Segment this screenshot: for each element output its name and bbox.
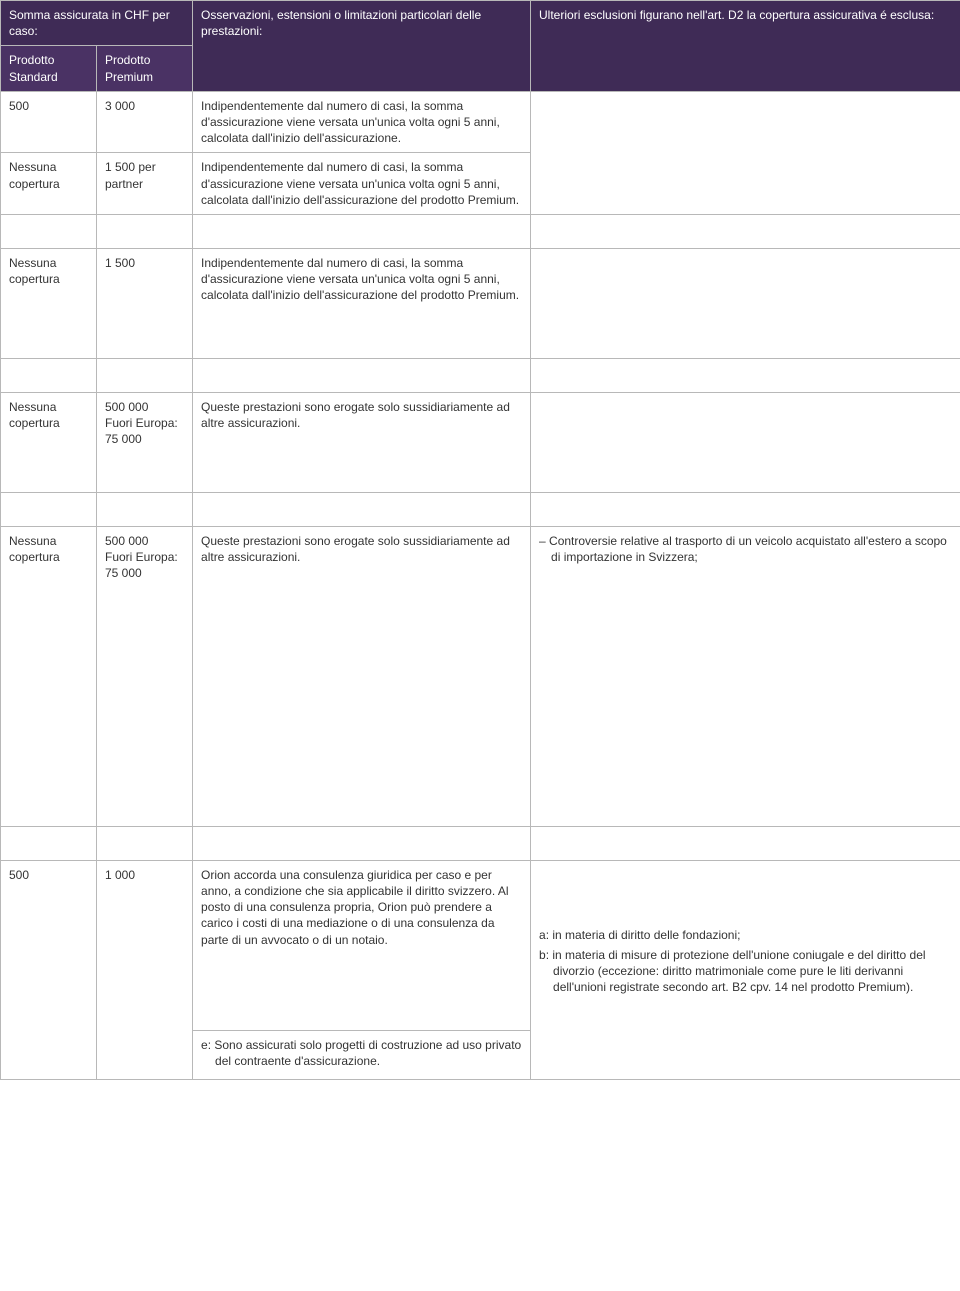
- cell-standard: Nessuna copertura: [1, 153, 97, 215]
- cell-observations-e: e: Sono assicurati solo progetti di cost…: [193, 1030, 531, 1079]
- cell-standard: Nessuna copertura: [1, 248, 97, 358]
- section-gap: [1, 214, 960, 248]
- cell-observations: Queste prestazioni sono erogate solo sus…: [193, 526, 531, 826]
- cell-premium: 1 000: [97, 860, 193, 1079]
- cell-observations: Indipendentemente dal numero di casi, la…: [193, 153, 531, 215]
- table-row: Nessuna copertura 1 500 Indipendentement…: [1, 248, 960, 358]
- cell-observations: Indipendentemente dal numero di casi, la…: [193, 248, 531, 358]
- table-row: Nessuna copertura 500 000 Fuori Europa: …: [1, 392, 960, 492]
- cell-premium: 1 500: [97, 248, 193, 358]
- cell-observations: Indipendentemente dal numero di casi, la…: [193, 91, 531, 153]
- cell-exclusions: [531, 248, 960, 358]
- cell-premium: 500 000 Fuori Europa: 75 000: [97, 526, 193, 826]
- cell-premium: 3 000: [97, 91, 193, 153]
- table-row: 500 1 000 Orion accorda una consulenza g…: [1, 860, 960, 1030]
- header-premium: Prodotto Premium: [97, 46, 193, 91]
- table-header: Somma assicurata in CHF per caso: Osserv…: [1, 1, 960, 92]
- table-row: 500 3 000 Indipendentemente dal numero d…: [1, 91, 960, 153]
- section-gap: [1, 492, 960, 526]
- exclusion-a: a: in materia di diritto delle fondazion…: [539, 927, 952, 943]
- exclusion-item: – Controversie relative al trasporto di …: [539, 533, 952, 565]
- cell-standard: Nessuna copertura: [1, 526, 97, 826]
- exclusion-b: b: in materia di misure di protezione de…: [539, 947, 952, 996]
- table-row: Nessuna copertura 500 000 Fuori Europa: …: [1, 526, 960, 826]
- cell-premium: 500 000 Fuori Europa: 75 000: [97, 392, 193, 492]
- header-exclusions: Ulteriori esclusioni figurano nell'art. …: [531, 1, 960, 92]
- cell-standard: 500: [1, 860, 97, 1079]
- cell-exclusions: [531, 91, 960, 214]
- cell-exclusions: [531, 392, 960, 492]
- section-gap: [1, 826, 960, 860]
- cell-observations: Orion accorda una consulenza giuridica p…: [193, 860, 531, 1030]
- cell-exclusions: a: in materia di diritto delle fondazion…: [531, 860, 960, 1079]
- obs-e: e: Sono assicurati solo progetti di cost…: [201, 1037, 522, 1069]
- cell-standard: Nessuna copertura: [1, 392, 97, 492]
- cell-standard: 500: [1, 91, 97, 153]
- header-sum: Somma assicurata in CHF per caso:: [1, 1, 193, 46]
- section-gap: [1, 358, 960, 392]
- insurance-table: Somma assicurata in CHF per caso: Osserv…: [0, 0, 960, 1080]
- cell-premium: 1 500 per partner: [97, 153, 193, 215]
- header-standard: Prodotto Standard: [1, 46, 97, 91]
- cell-observations: Queste prestazioni sono erogate solo sus…: [193, 392, 531, 492]
- header-observations: Osservazioni, estensioni o limitazioni p…: [193, 1, 531, 92]
- cell-exclusions: – Controversie relative al trasporto di …: [531, 526, 960, 826]
